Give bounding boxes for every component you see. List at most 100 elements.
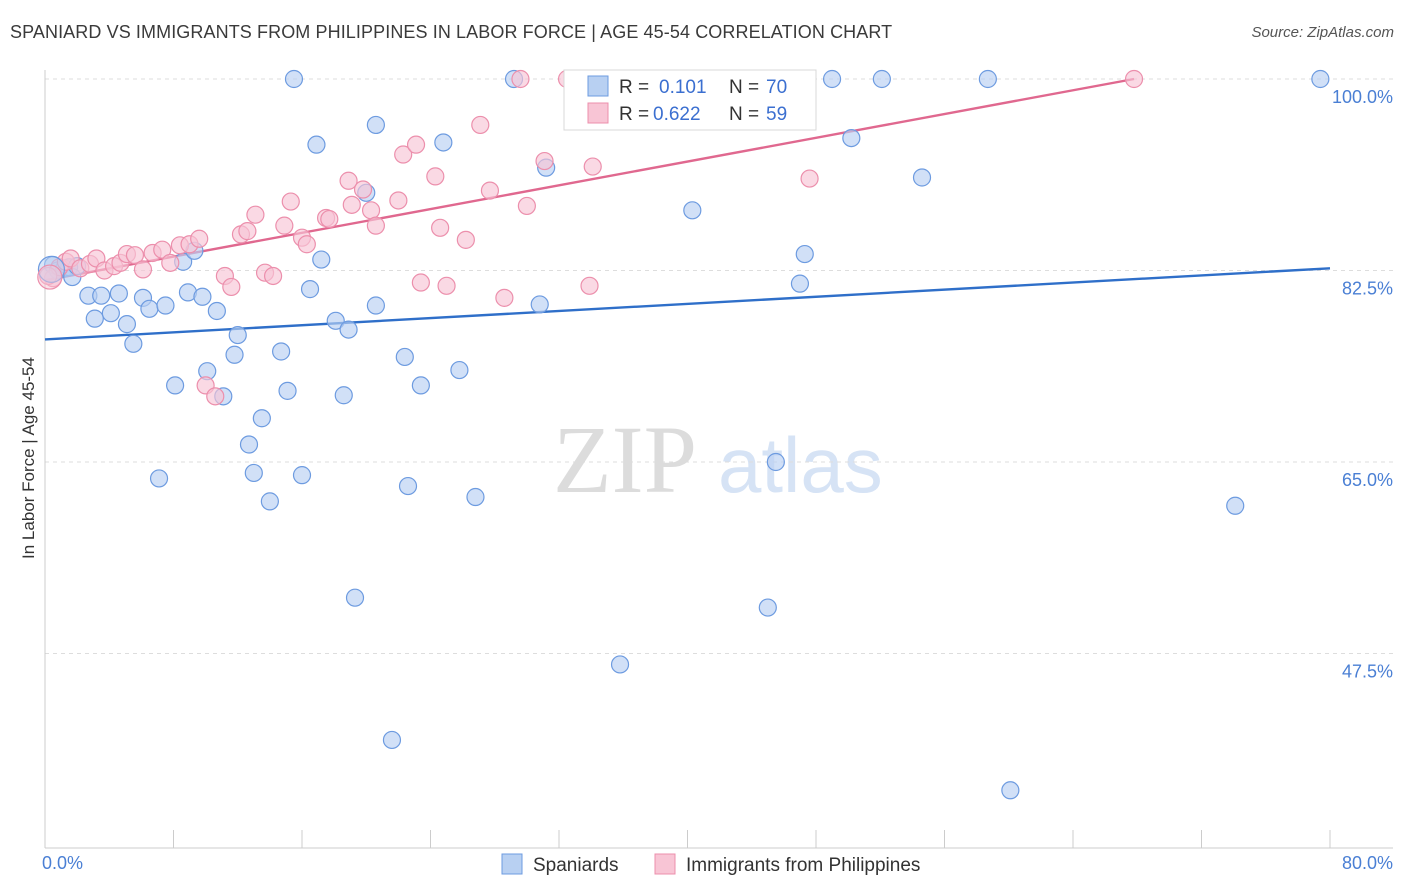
philippines-point: [1124, 69, 1144, 89]
spaniards-point: [366, 115, 385, 135]
spaniards-point: [300, 280, 320, 299]
spaniards-point: [166, 376, 185, 395]
x-tick-label-min: 0.0%: [42, 853, 83, 873]
philippines-point: [426, 167, 445, 186]
spaniards-point: [339, 320, 358, 339]
spaniards-point: [207, 301, 226, 321]
philippines-point: [480, 181, 500, 200]
spaniards-point: [124, 334, 143, 353]
philippines-point: [342, 195, 361, 214]
philippines-point: [406, 135, 426, 154]
spaniards-point: [411, 376, 430, 395]
stats-legend-r-value-2: 0.622: [653, 104, 701, 125]
spaniards-point: [345, 588, 365, 607]
philippines-point: [800, 169, 819, 188]
stats-legend-swatch-blue: [587, 75, 609, 97]
gridlines: [45, 78, 1393, 654]
spaniards-point: [366, 296, 385, 315]
watermark-zip: ZIP: [553, 406, 697, 513]
spaniards-point: [92, 286, 111, 305]
y-tick-labels: 100.0% 82.5% 65.0% 47.5%: [1332, 87, 1393, 682]
watermark-atlas: atlas: [718, 421, 883, 509]
philippines-point: [471, 115, 490, 135]
stats-legend-r-label-1: R =: [619, 77, 649, 98]
spaniards-point: [228, 325, 247, 345]
philippines-point: [394, 145, 413, 164]
series-legend-swatch-spaniards: [501, 853, 523, 875]
philippines-point: [495, 288, 514, 307]
spaniards-point: [252, 409, 271, 428]
spaniards-point: [278, 381, 297, 400]
spaniards-trend-line: [44, 267, 1331, 341]
philippines-point: [353, 180, 373, 199]
spaniards-point: [149, 469, 169, 488]
philippines-point: [583, 157, 602, 176]
spaniards-point: [326, 311, 345, 330]
philippines-point: [580, 276, 599, 295]
spaniards-point: [193, 287, 212, 306]
series-legend-swatch-philippines: [654, 853, 676, 875]
philippines-point: [161, 253, 180, 272]
philippines-point: [511, 69, 530, 89]
philippines-point: [238, 222, 257, 241]
philippines-point: [153, 240, 172, 259]
stats-legend-r-label-2: R =: [619, 104, 649, 125]
spaniards-point: [101, 304, 120, 323]
watermark: ZIP atlas: [553, 406, 883, 513]
spaniards-point: [284, 69, 304, 89]
spaniards-point: [117, 315, 137, 334]
series-legend: Spaniards Immigrants from Philippines: [501, 853, 920, 876]
scatter-points: [37, 69, 1330, 800]
philippines-point: [222, 277, 241, 297]
spaniards-point: [758, 598, 777, 617]
philippines-point: [190, 229, 209, 248]
spaniards-point: [156, 296, 175, 315]
philippines-point: [456, 230, 475, 249]
spaniards-point: [272, 342, 291, 361]
philippines-point: [275, 216, 294, 235]
stats-legend-n-label-1: N =: [729, 77, 759, 98]
philippines-point: [133, 260, 153, 279]
spaniards-point: [260, 492, 279, 511]
philippines-point: [320, 209, 339, 229]
chart-title: SPANIARD VS IMMIGRANTS FROM PHILIPPINES …: [10, 22, 893, 42]
spaniards-point: [978, 69, 997, 89]
philippines-point: [281, 192, 300, 211]
source-label: Source: ZipAtlas.com: [1251, 24, 1394, 41]
stats-legend-n-value-1: 70: [766, 77, 787, 98]
spaniards-point: [239, 435, 259, 454]
trend-lines: [44, 77, 1331, 341]
spaniards-point: [334, 386, 353, 405]
spaniards-point: [85, 309, 104, 328]
spaniards-point: [450, 360, 469, 380]
series-legend-label-spaniards: Spaniards: [533, 855, 619, 876]
philippines-point: [517, 196, 536, 216]
spaniards-point: [225, 345, 244, 364]
philippines-point: [389, 191, 408, 210]
stats-legend-swatch-pink: [587, 102, 609, 124]
spaniards-point: [1001, 781, 1020, 800]
spaniards-point: [872, 69, 891, 89]
philippines-point: [535, 151, 554, 171]
philippines-point: [339, 171, 358, 190]
spaniards-point: [1311, 69, 1330, 89]
spaniards-point: [307, 135, 326, 154]
axes: [44, 70, 1393, 849]
spaniards-point: [766, 452, 785, 472]
spaniards-point: [109, 284, 128, 303]
spaniards-point: [244, 463, 263, 483]
philippines-point: [437, 276, 456, 295]
spaniards-point: [466, 487, 485, 507]
spaniards-point: [434, 133, 453, 152]
philippines-point: [125, 246, 145, 265]
stats-legend-n-label-2: N =: [729, 104, 759, 125]
philippines-trend-line: [44, 77, 1135, 282]
spaniards-point: [530, 295, 549, 314]
philippines-point: [431, 218, 450, 237]
philippines-point: [246, 205, 265, 224]
y-tick-label: 65.0%: [1342, 470, 1393, 490]
spaniards-point: [822, 69, 842, 89]
spaniards-point: [398, 476, 418, 496]
y-tick-label: 82.5%: [1342, 279, 1393, 299]
